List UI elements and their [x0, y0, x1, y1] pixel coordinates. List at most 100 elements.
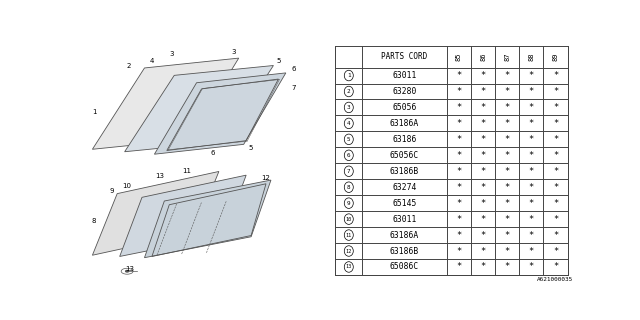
Text: 9: 9: [110, 188, 115, 194]
Text: 89: 89: [552, 52, 559, 61]
Text: 65086C: 65086C: [390, 262, 419, 271]
Text: *: *: [456, 183, 461, 192]
Text: *: *: [481, 103, 486, 112]
Text: 5: 5: [347, 137, 351, 142]
Text: *: *: [481, 262, 486, 271]
Text: *: *: [529, 183, 534, 192]
Text: *: *: [553, 87, 558, 96]
Text: 63280: 63280: [392, 87, 417, 96]
Text: *: *: [481, 183, 486, 192]
Text: 3: 3: [170, 52, 174, 57]
Text: *: *: [481, 231, 486, 240]
Polygon shape: [125, 66, 273, 152]
Text: 88: 88: [529, 52, 534, 61]
Text: *: *: [553, 119, 558, 128]
Text: *: *: [456, 71, 461, 80]
Text: 5: 5: [276, 58, 280, 64]
Text: 63011: 63011: [392, 71, 417, 80]
Text: 63186: 63186: [392, 135, 417, 144]
Text: 65056: 65056: [392, 103, 417, 112]
Text: 8: 8: [347, 185, 351, 190]
Text: *: *: [504, 231, 510, 240]
Text: 63186B: 63186B: [390, 167, 419, 176]
Text: 63186B: 63186B: [390, 246, 419, 255]
Text: *: *: [481, 199, 486, 208]
Text: 9: 9: [347, 201, 351, 206]
Text: 2: 2: [347, 89, 351, 94]
Text: 85: 85: [456, 52, 462, 61]
Text: 10: 10: [123, 183, 132, 189]
Text: *: *: [504, 119, 510, 128]
Text: *: *: [504, 71, 510, 80]
Text: *: *: [504, 151, 510, 160]
Text: *: *: [529, 103, 534, 112]
Text: *: *: [529, 151, 534, 160]
Text: *: *: [481, 71, 486, 80]
Text: 10: 10: [346, 217, 352, 222]
Text: 6: 6: [347, 153, 351, 158]
Text: *: *: [553, 262, 558, 271]
Text: *: *: [456, 199, 461, 208]
Text: 11: 11: [346, 233, 352, 237]
Text: *: *: [481, 87, 486, 96]
Text: 3: 3: [232, 49, 236, 55]
Text: *: *: [553, 231, 558, 240]
Text: *: *: [504, 103, 510, 112]
Text: A621000035: A621000035: [537, 277, 573, 282]
Text: *: *: [504, 135, 510, 144]
Text: *: *: [529, 167, 534, 176]
Text: *: *: [504, 87, 510, 96]
Text: *: *: [553, 135, 558, 144]
Text: 1: 1: [347, 73, 351, 78]
Text: 63186A: 63186A: [390, 119, 419, 128]
Text: *: *: [553, 71, 558, 80]
Text: *: *: [529, 262, 534, 271]
Text: *: *: [504, 183, 510, 192]
Text: *: *: [529, 215, 534, 224]
Text: *: *: [529, 246, 534, 255]
Text: *: *: [481, 119, 486, 128]
Text: 87: 87: [504, 52, 510, 61]
Text: 65145: 65145: [392, 199, 417, 208]
Text: *: *: [456, 215, 461, 224]
Text: *: *: [481, 215, 486, 224]
Text: *: *: [529, 135, 534, 144]
Text: 12: 12: [346, 249, 352, 253]
Text: *: *: [456, 246, 461, 255]
Polygon shape: [120, 175, 246, 256]
Text: *: *: [529, 71, 534, 80]
Text: 65056C: 65056C: [390, 151, 419, 160]
Text: 7: 7: [347, 169, 351, 174]
Text: *: *: [553, 215, 558, 224]
Text: *: *: [529, 199, 534, 208]
Text: *: *: [553, 199, 558, 208]
Text: 12: 12: [262, 175, 271, 180]
Polygon shape: [154, 73, 286, 154]
Text: *: *: [553, 167, 558, 176]
Text: 3: 3: [347, 105, 351, 110]
Text: *: *: [504, 246, 510, 255]
Text: *: *: [456, 167, 461, 176]
Text: 13: 13: [155, 173, 164, 180]
Text: *: *: [481, 135, 486, 144]
Text: 6: 6: [211, 150, 215, 156]
Text: 11: 11: [182, 168, 191, 174]
Text: *: *: [456, 151, 461, 160]
Text: *: *: [481, 167, 486, 176]
Text: *: *: [456, 231, 461, 240]
Text: *: *: [504, 262, 510, 271]
Text: *: *: [553, 246, 558, 255]
Text: *: *: [481, 246, 486, 255]
Text: 1: 1: [93, 109, 97, 115]
Text: 86: 86: [480, 52, 486, 61]
Text: 63186A: 63186A: [390, 231, 419, 240]
Text: 4: 4: [347, 121, 351, 126]
Text: 13: 13: [125, 266, 134, 272]
Text: 4: 4: [150, 58, 154, 64]
Text: 7: 7: [291, 85, 296, 91]
Text: *: *: [504, 199, 510, 208]
Text: *: *: [481, 151, 486, 160]
Text: *: *: [456, 262, 461, 271]
Text: *: *: [456, 87, 461, 96]
Text: 2: 2: [127, 62, 131, 68]
